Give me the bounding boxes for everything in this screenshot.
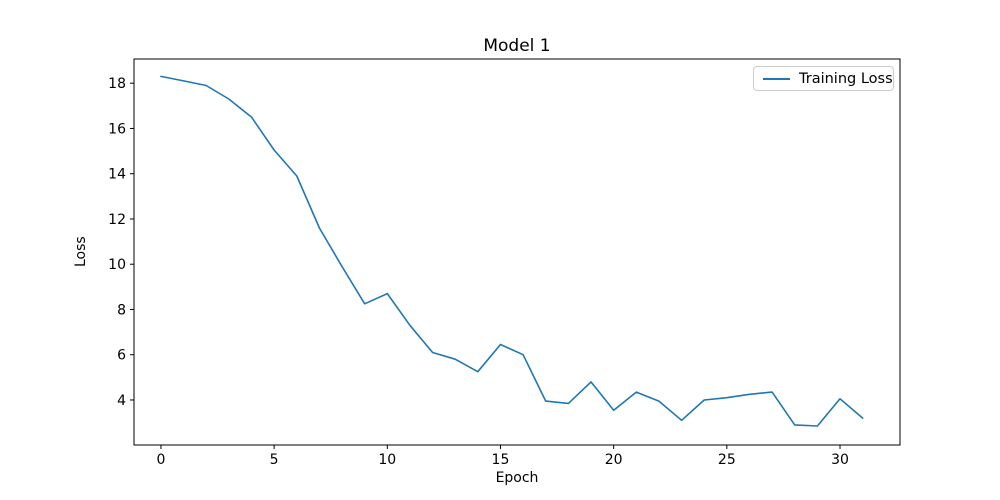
- y-tick-label: 12: [108, 212, 126, 228]
- legend-entry-label: Training Loss: [799, 70, 893, 87]
- x-tick-label: 30: [831, 452, 849, 468]
- y-tick-label: 6: [117, 348, 126, 364]
- x-tick-label: 15: [492, 452, 510, 468]
- y-tick-label: 18: [108, 76, 126, 92]
- x-axis-label: Epoch: [495, 470, 539, 486]
- legend-line-swatch: [763, 77, 790, 80]
- x-tick-label: 10: [378, 452, 396, 468]
- x-tick-label: 20: [605, 452, 623, 468]
- y-tick-label: 8: [117, 302, 126, 318]
- chart-title: Model 1: [483, 36, 551, 56]
- y-tick-label: 10: [108, 257, 126, 273]
- axes-frame: [133, 58, 901, 446]
- y-tick-label: 14: [108, 167, 126, 183]
- training-loss-line: [160, 75, 864, 427]
- y-axis-label: Loss: [73, 236, 89, 267]
- y-tick-label: 16: [108, 121, 126, 137]
- x-tick-label: 25: [718, 452, 736, 468]
- x-tick-label: 5: [270, 452, 279, 468]
- x-tick-label: 0: [156, 452, 165, 468]
- y-tick-label: 4: [117, 393, 126, 409]
- legend: Training Loss: [753, 66, 894, 91]
